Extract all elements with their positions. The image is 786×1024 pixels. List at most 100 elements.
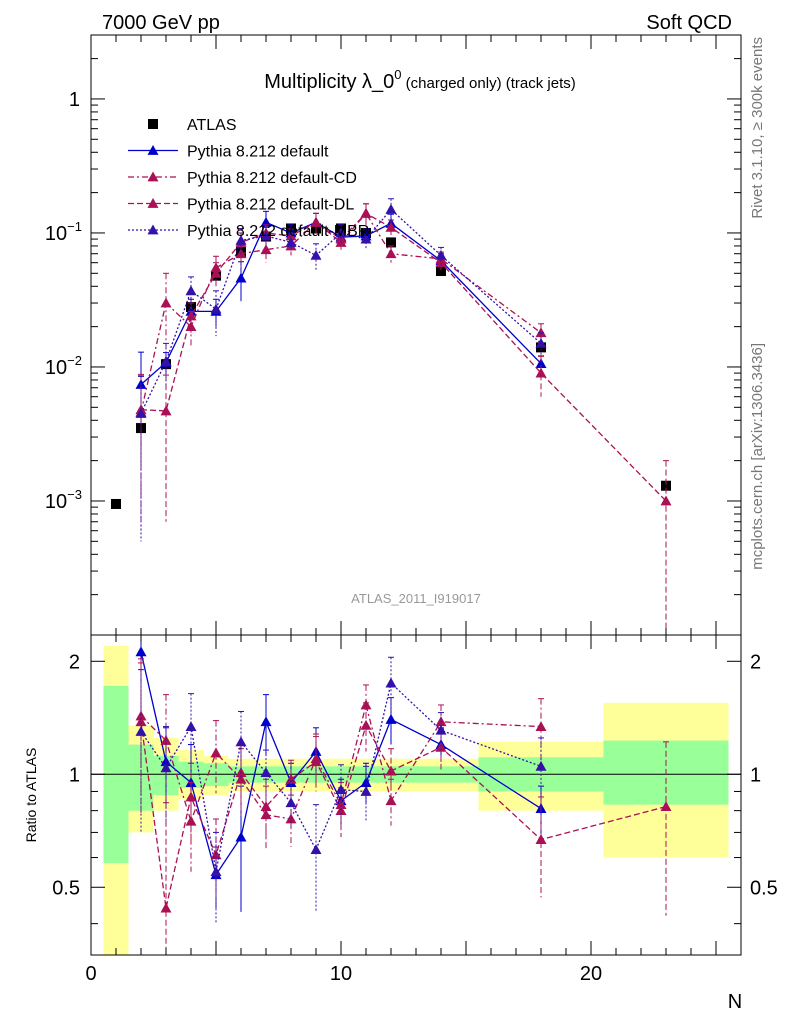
data-point (436, 266, 446, 277)
legend-item-atlas: ATLAS (148, 117, 237, 134)
data-point (386, 237, 396, 248)
header-right: Soft QCD (646, 12, 732, 34)
data-point (285, 797, 297, 808)
legend-label: Pythia 8.212 default-DL (187, 197, 354, 214)
data-point (260, 767, 272, 778)
data-point (360, 785, 372, 796)
legend-label: Pythia 8.212 default-CD (187, 170, 357, 187)
data-point (260, 801, 272, 812)
data-point (210, 267, 222, 278)
series-pythia-8-212-default-cd (135, 203, 547, 531)
data-point (385, 221, 397, 232)
legend-label: ATLAS (187, 117, 237, 134)
data-point (135, 646, 147, 657)
ratio-y-tick-label-right: 1 (750, 764, 761, 786)
data-point (185, 285, 197, 296)
data-point (535, 337, 547, 348)
y-tick-label: 10−1 (45, 219, 82, 245)
data-point (210, 747, 222, 758)
data-point (360, 233, 372, 244)
data-point (135, 726, 147, 736)
mcplots-label: mcplots.cern.ch [arXiv:1306.3436] (749, 343, 766, 570)
x-tick-label: 0 (85, 963, 96, 985)
data-point (135, 407, 147, 418)
data-point (385, 765, 397, 776)
x-tick-label: 10 (330, 963, 352, 985)
data-point (335, 227, 347, 238)
rivet-label: Rivet 3.1.10, ≥ 300k events (749, 37, 766, 219)
header-left: 7000 GeV pp (102, 12, 220, 34)
data-point (335, 799, 347, 810)
data-point (535, 760, 547, 771)
ratio-plot-panel: 0.5 0.51 12 20 10 20 Ratio to ATLAS (23, 634, 778, 985)
data-point (385, 248, 397, 259)
data-point (260, 244, 272, 255)
series-line (140, 721, 667, 909)
data-point (160, 355, 172, 366)
data-point (435, 724, 447, 735)
y-tick-label: 10−3 (45, 487, 82, 513)
legend-marker (147, 145, 159, 155)
data-point (535, 367, 547, 378)
data-point (210, 866, 222, 877)
data-point (435, 249, 447, 260)
legend-marker (147, 198, 159, 208)
series-pythia-8-212-default-mbr (135, 198, 547, 542)
data-point (435, 257, 447, 268)
x-tick-label: 20 (580, 963, 602, 985)
legend-item-pythia-8-212-default-dl: Pythia 8.212 default-DL (128, 197, 354, 214)
data-point (210, 303, 222, 314)
ratio-y-tick-label: 0.5 (52, 877, 80, 899)
data-point (660, 495, 672, 506)
ratio-ylabel: Ratio to ATLAS (23, 748, 39, 843)
data-point (235, 831, 247, 842)
data-point (160, 762, 172, 773)
legend-label: Pythia 8.212 default (187, 144, 329, 161)
data-point (135, 716, 147, 727)
ratio-y-tick-label: 2 (69, 651, 80, 673)
data-point (360, 777, 372, 788)
data-point (385, 203, 397, 214)
data-point (385, 677, 397, 688)
data-point (385, 795, 397, 806)
analysis-label: ATLAS_2011_I919017 (351, 591, 481, 606)
y-tick-label: 10−2 (45, 353, 82, 379)
legend-marker (147, 224, 159, 235)
data-point (185, 310, 197, 321)
legend-label: Pythia 8.212 default-MBR (187, 223, 369, 240)
data-point (285, 236, 297, 247)
data-point (260, 716, 272, 727)
legend-item-pythia-8-212-default-mbr: Pythia 8.212 default-MBR (128, 223, 369, 240)
series-atlas (111, 223, 671, 509)
legend-item-pythia-8-212-default-cd: Pythia 8.212 default-CD (128, 170, 357, 187)
data-point (335, 784, 347, 795)
series-line (140, 212, 667, 502)
data-point (360, 719, 372, 730)
data-point (660, 801, 672, 812)
data-point (310, 756, 322, 767)
data-point (535, 834, 547, 844)
data-point (160, 902, 172, 913)
chart-title: Multiplicity λ_00 (charged only) (track … (264, 67, 576, 93)
data-point (260, 216, 272, 227)
data-point (260, 809, 272, 820)
legend-marker (147, 171, 159, 182)
data-point (160, 297, 172, 308)
legend-item-pythia-8-212-default: Pythia 8.212 default (128, 144, 329, 161)
data-point (535, 721, 547, 731)
ratio-y-tick-label-right: 0.5 (750, 877, 778, 899)
ratio-y-tick-label: 1 (69, 764, 80, 786)
data-point (435, 741, 447, 752)
data-point (310, 249, 322, 260)
data-point (535, 327, 547, 338)
data-point (160, 405, 172, 416)
data-point (260, 230, 272, 241)
data-point (235, 234, 247, 245)
data-point (235, 272, 247, 283)
data-point (185, 721, 197, 731)
data-point (185, 791, 197, 802)
ratio-series-pythia-8-212-default-mbr (135, 656, 547, 924)
data-point (310, 216, 322, 227)
legend: ATLAS Pythia 8.212 default Pythia 8.212 de… (128, 117, 369, 240)
